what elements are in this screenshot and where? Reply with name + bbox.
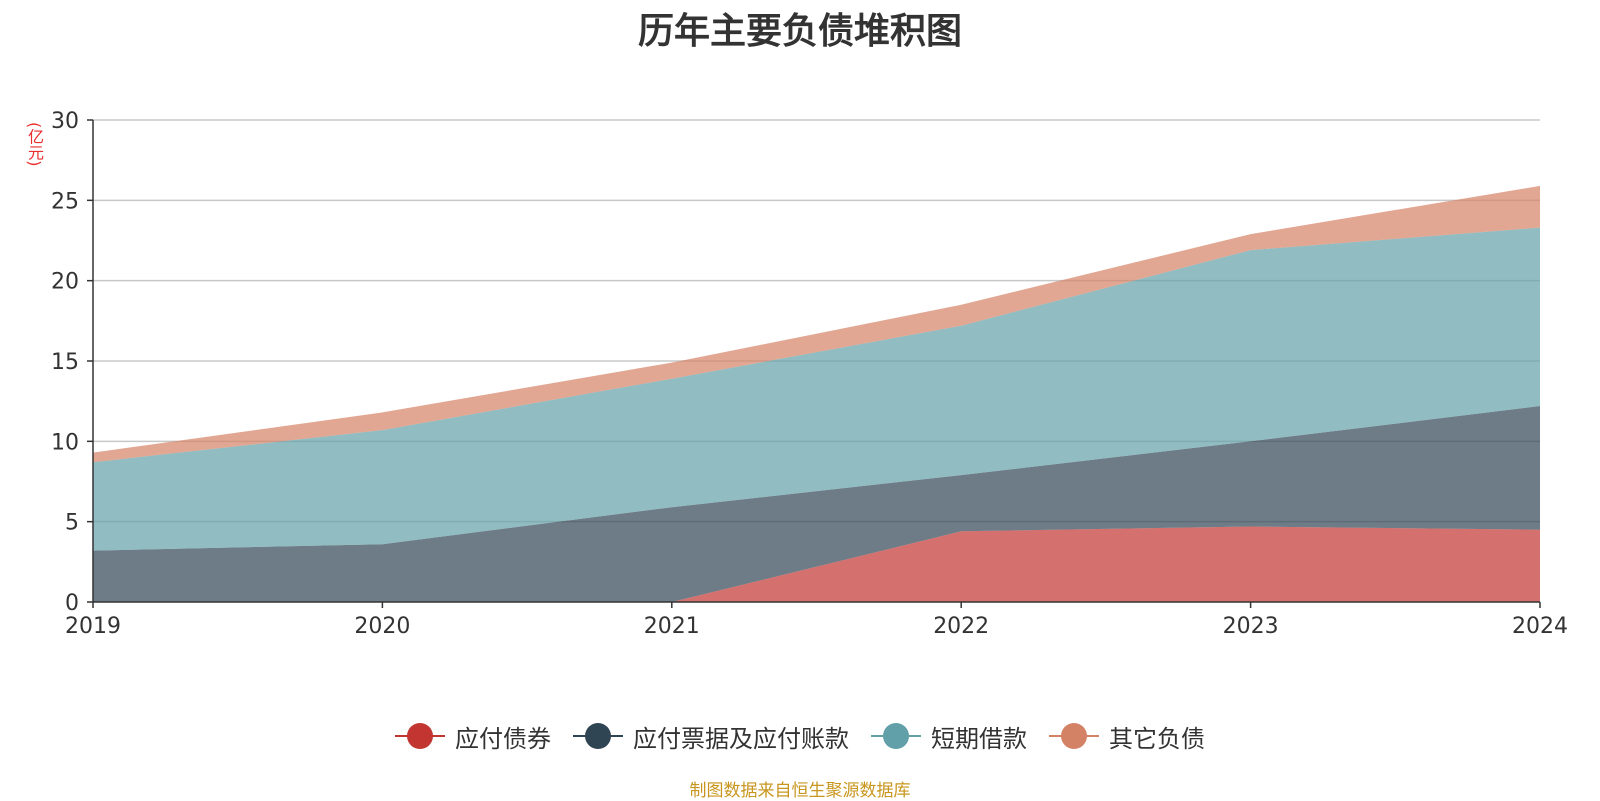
legend-swatch bbox=[871, 723, 921, 749]
legend-item-3[interactable]: 其它负债 bbox=[1049, 719, 1205, 754]
x-tick-label: 2020 bbox=[354, 614, 410, 639]
chart-title: 历年主要负债堆积图 bbox=[637, 11, 962, 52]
source-note: 制图数据来自恒生聚源数据库 bbox=[689, 781, 911, 801]
y-tick-label: 25 bbox=[51, 189, 79, 214]
x-tick-label: 2021 bbox=[644, 614, 700, 639]
y-tick-label: 0 bbox=[65, 591, 79, 616]
area-series bbox=[93, 185, 1540, 603]
area-series-2[interactable] bbox=[93, 227, 1540, 551]
area-series-0[interactable] bbox=[93, 526, 1540, 603]
y-tick-label: 20 bbox=[51, 270, 79, 295]
x-tick-label: 2019 bbox=[65, 614, 121, 639]
y-tick-label: 15 bbox=[51, 350, 79, 375]
legend-label: 短期借款 bbox=[931, 724, 1027, 753]
legend-swatch bbox=[1049, 723, 1099, 749]
legend-item-0[interactable]: 应付债券 bbox=[395, 719, 551, 754]
area-series-1[interactable] bbox=[93, 406, 1540, 602]
legend-swatch bbox=[395, 723, 445, 749]
axes: 0 5 10 15 20 25 30 2019 2020 2021 2022 2023 2024 bbox=[51, 109, 1568, 639]
x-tick-label: 2022 bbox=[933, 614, 989, 639]
y-axis-unit-label: (亿元) bbox=[25, 122, 44, 167]
y-tick-label: 10 bbox=[51, 430, 79, 455]
y-tick-label: 5 bbox=[65, 511, 79, 536]
area-series-3[interactable] bbox=[93, 185, 1540, 463]
legend-label: 应付债券 bbox=[455, 724, 551, 753]
legend-label: 应付票据及应付账款 bbox=[633, 724, 849, 753]
x-tick-label: 2024 bbox=[1512, 614, 1568, 639]
legend-item-2[interactable]: 短期借款 bbox=[871, 719, 1027, 754]
x-tick-label: 2023 bbox=[1223, 614, 1279, 639]
legend-swatch bbox=[573, 723, 623, 749]
legend: 应付债券 应付票据及应付账款 短期借款 其它负债 bbox=[0, 718, 1600, 754]
legend-label: 其它负债 bbox=[1109, 724, 1205, 753]
y-tick-label: 30 bbox=[51, 109, 79, 134]
stacked-area-chart: 0 5 10 15 20 25 30 2019 2020 2021 2022 2023 2024 bbox=[51, 109, 1568, 639]
legend-item-1[interactable]: 应付票据及应付账款 bbox=[573, 719, 849, 754]
